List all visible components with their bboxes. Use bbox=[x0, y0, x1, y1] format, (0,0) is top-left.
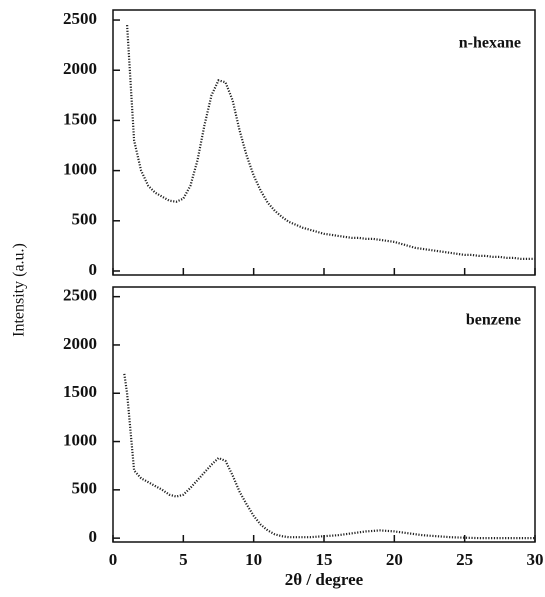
annotation: benzene bbox=[466, 312, 521, 329]
y-tick-label: 2500 bbox=[63, 286, 97, 305]
data-curve bbox=[126, 25, 535, 260]
y-tick-label: 1000 bbox=[63, 430, 97, 449]
annotation: n-hexane bbox=[459, 35, 521, 52]
x-tick-label: 5 bbox=[179, 550, 188, 569]
y-tick-label: 1000 bbox=[63, 160, 97, 179]
x-tick-label: 15 bbox=[316, 550, 333, 569]
data-curve bbox=[123, 373, 535, 540]
x-tick-label: 25 bbox=[456, 550, 473, 569]
y-axis-label: Intensity (a.u.) bbox=[11, 243, 28, 337]
x-axis-label: 2θ / degree bbox=[285, 570, 364, 589]
y-tick-label: 0 bbox=[89, 260, 98, 279]
y-tick-label: 1500 bbox=[63, 109, 97, 128]
y-tick-label: 2000 bbox=[63, 59, 97, 78]
x-tick-label: 30 bbox=[527, 550, 544, 569]
y-tick-label: 2000 bbox=[63, 334, 97, 353]
x-tick-label: 10 bbox=[245, 550, 262, 569]
y-tick-label: 2500 bbox=[63, 9, 97, 28]
y-tick-label: 1500 bbox=[63, 382, 97, 401]
x-tick-label: 20 bbox=[386, 550, 403, 569]
y-tick-label: 0 bbox=[89, 527, 98, 546]
x-tick-label: 0 bbox=[109, 550, 118, 569]
y-tick-label: 500 bbox=[72, 479, 98, 498]
y-tick-label: 500 bbox=[72, 210, 98, 229]
